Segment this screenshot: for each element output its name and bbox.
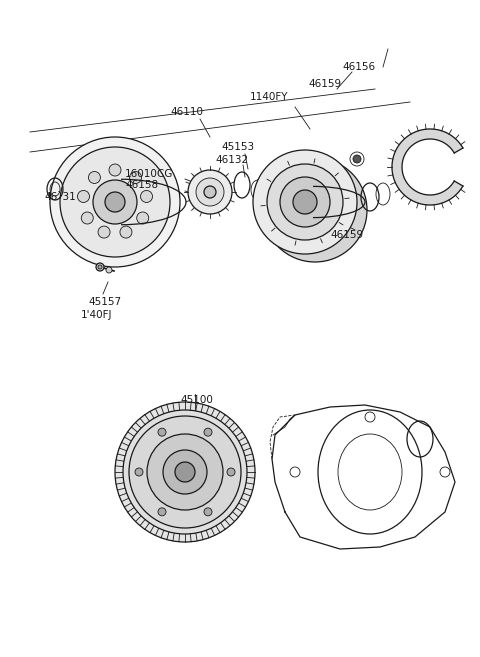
Circle shape [77, 191, 89, 202]
Circle shape [88, 171, 100, 183]
Circle shape [147, 434, 223, 510]
Circle shape [120, 226, 132, 238]
Text: 16010CG: 16010CG [125, 169, 173, 179]
Circle shape [175, 462, 195, 482]
Text: 1140FY: 1140FY [250, 92, 288, 102]
Circle shape [93, 180, 137, 224]
Circle shape [123, 410, 247, 534]
Text: 46132: 46132 [215, 155, 248, 165]
Circle shape [280, 177, 330, 227]
Circle shape [267, 164, 343, 240]
Circle shape [188, 170, 232, 214]
Circle shape [109, 164, 121, 176]
Circle shape [98, 226, 110, 238]
Circle shape [96, 263, 104, 271]
Circle shape [50, 137, 180, 267]
Circle shape [135, 468, 143, 476]
Circle shape [141, 191, 153, 202]
Text: 45157: 45157 [88, 297, 121, 307]
Circle shape [115, 402, 255, 542]
Circle shape [60, 147, 170, 257]
Circle shape [129, 416, 241, 528]
Text: 46159: 46159 [330, 230, 363, 240]
Circle shape [227, 468, 235, 476]
Circle shape [204, 508, 212, 516]
Text: 46110: 46110 [170, 107, 203, 117]
Text: 46156: 46156 [342, 62, 375, 72]
Circle shape [158, 428, 166, 436]
Circle shape [353, 155, 361, 163]
Circle shape [263, 158, 367, 262]
Polygon shape [392, 129, 463, 205]
Circle shape [196, 178, 224, 206]
Text: 45153: 45153 [221, 142, 254, 152]
Circle shape [105, 192, 125, 212]
Text: 46`31: 46`31 [44, 192, 76, 202]
Circle shape [98, 265, 102, 269]
Text: 46158: 46158 [125, 180, 158, 190]
Circle shape [106, 267, 112, 273]
Circle shape [293, 190, 317, 214]
Text: 46159: 46159 [308, 79, 341, 89]
Circle shape [137, 212, 149, 224]
Circle shape [163, 450, 207, 494]
Circle shape [81, 212, 93, 224]
Circle shape [130, 171, 142, 183]
Circle shape [158, 508, 166, 516]
Text: 1'40FJ: 1'40FJ [81, 310, 112, 320]
Text: 45100: 45100 [180, 395, 213, 405]
Circle shape [204, 428, 212, 436]
Circle shape [204, 186, 216, 198]
Circle shape [253, 150, 357, 254]
